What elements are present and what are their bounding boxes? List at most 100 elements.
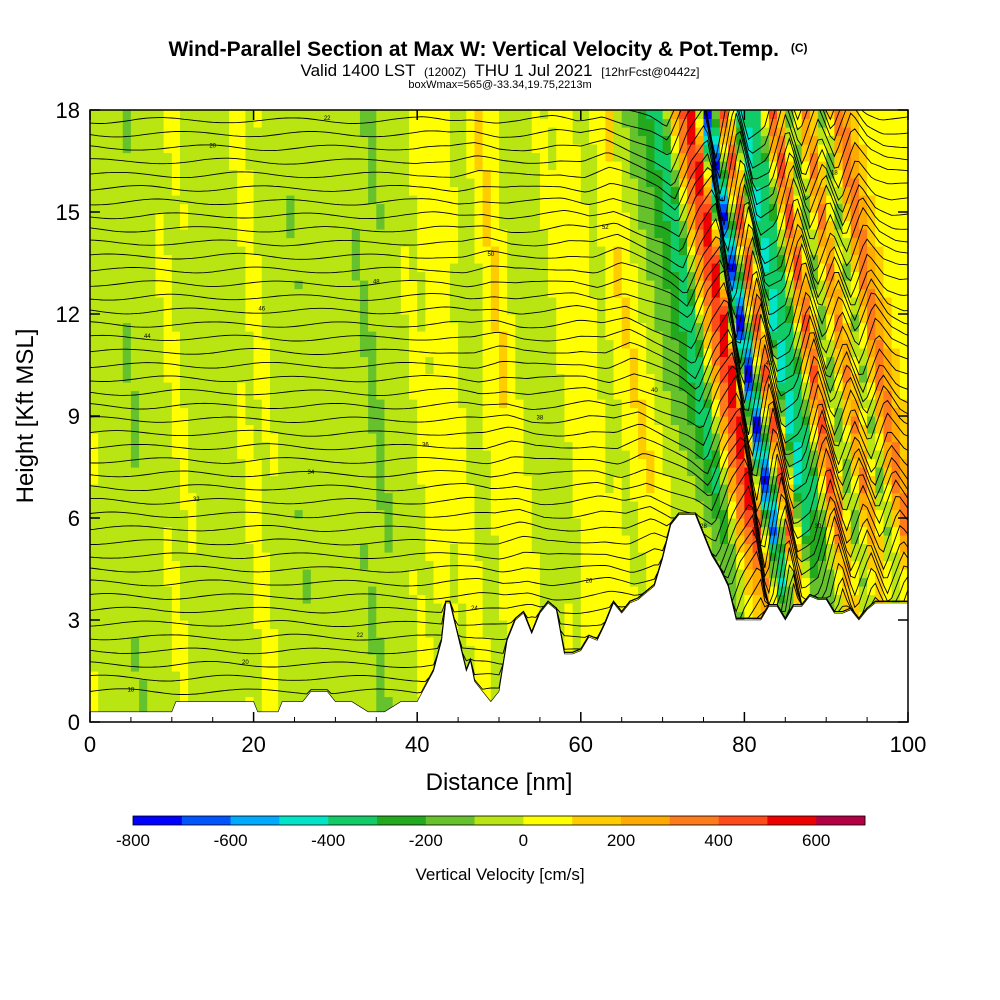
velocity-cell (556, 382, 566, 392)
velocity-cell (482, 518, 492, 528)
velocity-cell (220, 552, 230, 562)
velocity-cell (155, 586, 165, 596)
velocity-cell (237, 178, 247, 188)
velocity-cell (278, 280, 287, 290)
velocity-cell (400, 645, 410, 655)
velocity-cell (319, 594, 328, 604)
velocity-cell (188, 314, 197, 324)
velocity-cell (204, 212, 214, 222)
velocity-cell (122, 620, 132, 630)
velocity-cell (90, 594, 99, 604)
velocity-cell (425, 424, 435, 434)
velocity-cell (490, 662, 500, 672)
velocity-cell (319, 280, 328, 290)
velocity-cell (327, 322, 336, 332)
velocity-cell (638, 246, 647, 256)
velocity-cell (351, 492, 361, 502)
velocity-cell (556, 484, 566, 494)
velocity-cell (572, 416, 582, 426)
velocity-cell (605, 144, 615, 154)
velocity-cell (261, 441, 271, 451)
velocity-cell (106, 552, 116, 562)
velocity-cell (130, 203, 140, 213)
velocity-cell (155, 382, 165, 392)
velocity-cell (580, 254, 590, 264)
velocity-cell (179, 407, 189, 417)
velocity-cell (482, 186, 492, 196)
velocity-cell (449, 169, 459, 179)
velocity-cell (556, 552, 566, 562)
velocity-cell (474, 577, 484, 587)
velocity-cell (531, 280, 541, 290)
velocity-cell (122, 152, 132, 162)
velocity-cell (319, 509, 328, 519)
velocity-cell (163, 492, 173, 502)
velocity-cell (425, 373, 435, 383)
velocity-cell (237, 314, 247, 324)
velocity-cell (114, 339, 124, 349)
velocity-cell (114, 280, 124, 290)
velocity-cell (621, 569, 631, 579)
velocity-cell (580, 569, 590, 579)
velocity-cell (613, 169, 623, 179)
velocity-cell (139, 645, 148, 655)
velocity-cell (196, 688, 206, 698)
velocity-cell (638, 441, 647, 451)
velocity-cell (507, 229, 516, 239)
velocity-cell (539, 586, 549, 596)
velocity-cell (359, 696, 369, 706)
velocity-cell (155, 271, 165, 281)
velocity-cell (319, 645, 328, 655)
velocity-cell (261, 246, 271, 256)
chart-title: Wind-Parallel Section at Max W: Vertical… (168, 38, 807, 61)
velocity-cell (139, 135, 148, 145)
velocity-cell (523, 535, 533, 545)
velocity-cell (229, 526, 238, 536)
velocity-cell (327, 212, 336, 222)
velocity-cell (171, 169, 181, 179)
velocity-cell (229, 552, 238, 562)
velocity-cell (417, 458, 426, 468)
velocity-cell (310, 569, 320, 579)
velocity-cell (531, 569, 541, 579)
velocity-cell (302, 586, 312, 596)
velocity-cell (327, 569, 336, 579)
velocity-cell (417, 620, 426, 630)
velocity-cell (237, 220, 247, 230)
velocity-cell (130, 637, 140, 647)
velocity-cell (368, 475, 377, 485)
velocity-cell (392, 484, 402, 494)
velocity-cell (605, 501, 615, 511)
velocity-cell (433, 118, 443, 128)
velocity-cell (130, 450, 140, 460)
velocity-cell (588, 501, 598, 511)
velocity-cell (212, 611, 222, 621)
velocity-cell (376, 628, 386, 638)
velocity-cell (588, 467, 598, 477)
velocity-cell (179, 331, 189, 341)
velocity-cell (458, 416, 467, 426)
velocity-cell (106, 518, 116, 528)
velocity-cell (220, 280, 230, 290)
velocity-cell (466, 569, 476, 579)
velocity-cell (605, 169, 615, 179)
velocity-cell (482, 390, 492, 400)
velocity-cell (499, 186, 508, 196)
velocity-cell (114, 169, 124, 179)
velocity-cell (269, 603, 279, 613)
velocity-cell (384, 373, 394, 383)
velocity-cell (130, 526, 140, 536)
velocity-cell (384, 501, 394, 511)
velocity-cell (106, 203, 116, 213)
velocity-cell (499, 509, 508, 519)
velocity-cell (417, 348, 426, 358)
velocity-cell (237, 569, 247, 579)
velocity-cell (458, 271, 467, 281)
velocity-cell (122, 586, 132, 596)
velocity-cell (343, 416, 353, 426)
velocity-cell (253, 178, 263, 188)
velocity-cell (499, 178, 508, 188)
velocity-cell (114, 620, 124, 630)
velocity-cell (204, 161, 214, 171)
velocity-cell (507, 297, 516, 307)
